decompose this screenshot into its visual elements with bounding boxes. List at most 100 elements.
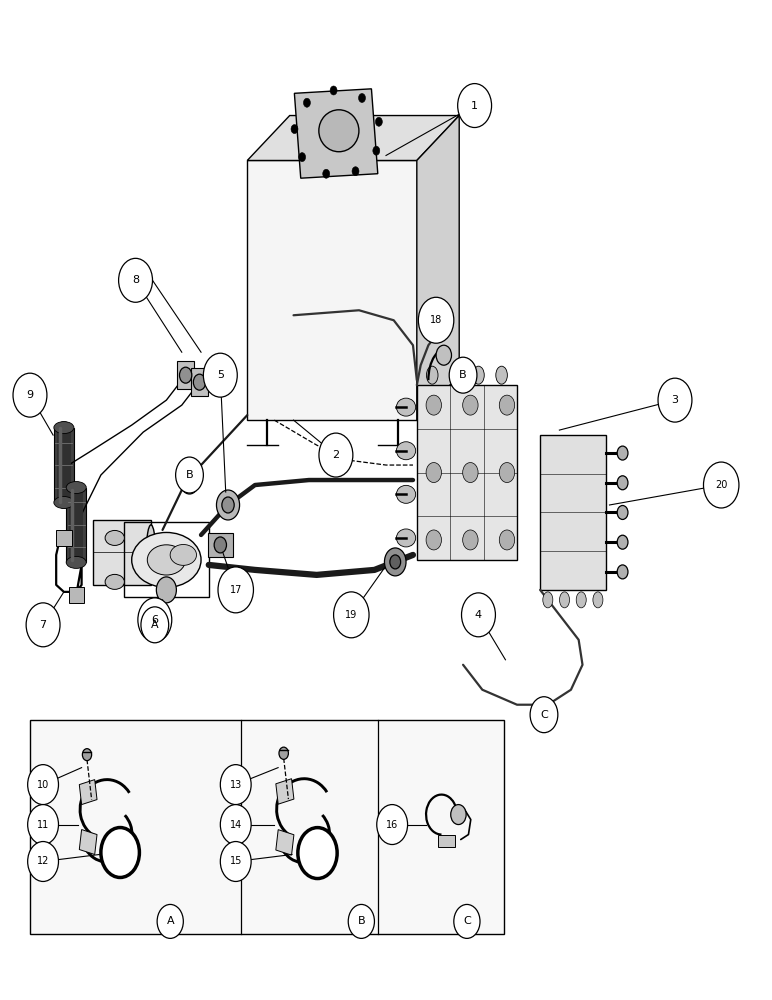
Circle shape xyxy=(617,446,628,460)
Circle shape xyxy=(462,530,478,550)
Circle shape xyxy=(28,765,59,805)
Circle shape xyxy=(222,497,234,513)
Bar xyxy=(191,368,208,396)
Circle shape xyxy=(454,904,480,938)
Circle shape xyxy=(530,697,558,733)
Circle shape xyxy=(426,530,442,550)
Bar xyxy=(438,835,455,847)
Circle shape xyxy=(499,395,515,415)
Ellipse shape xyxy=(54,497,74,508)
Circle shape xyxy=(26,603,60,647)
Circle shape xyxy=(617,476,628,490)
Circle shape xyxy=(426,395,442,415)
Circle shape xyxy=(373,146,380,155)
Circle shape xyxy=(214,537,226,553)
Ellipse shape xyxy=(396,398,415,416)
Circle shape xyxy=(330,86,337,95)
Ellipse shape xyxy=(105,530,124,545)
Ellipse shape xyxy=(101,828,140,877)
Text: 14: 14 xyxy=(229,820,242,830)
Bar xyxy=(56,530,72,546)
Ellipse shape xyxy=(170,544,197,565)
Circle shape xyxy=(352,167,359,176)
Text: 6: 6 xyxy=(151,615,158,625)
Circle shape xyxy=(216,490,239,520)
Text: 12: 12 xyxy=(37,856,49,866)
Text: 17: 17 xyxy=(229,585,242,595)
Circle shape xyxy=(462,593,496,637)
Ellipse shape xyxy=(576,592,586,608)
Polygon shape xyxy=(80,830,97,855)
Polygon shape xyxy=(276,779,294,804)
Ellipse shape xyxy=(449,366,461,384)
Circle shape xyxy=(141,607,169,643)
Circle shape xyxy=(157,904,183,938)
Circle shape xyxy=(617,565,628,579)
Circle shape xyxy=(138,598,172,642)
Bar xyxy=(30,720,504,934)
Polygon shape xyxy=(294,89,378,178)
Circle shape xyxy=(175,457,203,493)
Circle shape xyxy=(334,592,369,638)
Circle shape xyxy=(703,462,739,508)
Text: 4: 4 xyxy=(475,610,482,620)
Text: A: A xyxy=(151,620,158,630)
Circle shape xyxy=(218,567,253,613)
Circle shape xyxy=(119,258,153,302)
Text: 18: 18 xyxy=(430,315,442,325)
Polygon shape xyxy=(417,116,459,420)
Ellipse shape xyxy=(543,592,553,608)
Ellipse shape xyxy=(319,110,359,152)
Ellipse shape xyxy=(560,592,570,608)
Circle shape xyxy=(451,805,466,825)
Circle shape xyxy=(348,904,374,938)
Circle shape xyxy=(299,153,306,162)
Polygon shape xyxy=(247,160,417,420)
Polygon shape xyxy=(80,780,97,805)
Ellipse shape xyxy=(105,574,124,589)
Text: 19: 19 xyxy=(345,610,357,620)
Ellipse shape xyxy=(496,366,507,384)
Circle shape xyxy=(180,470,198,494)
Circle shape xyxy=(179,367,191,383)
Ellipse shape xyxy=(396,442,415,460)
Bar xyxy=(66,488,86,562)
Circle shape xyxy=(279,747,289,759)
Text: 15: 15 xyxy=(229,856,242,866)
Circle shape xyxy=(390,555,401,569)
Bar xyxy=(93,520,151,585)
Bar xyxy=(177,361,194,389)
Ellipse shape xyxy=(54,422,74,434)
Text: B: B xyxy=(186,470,193,480)
Circle shape xyxy=(462,463,478,483)
Text: 9: 9 xyxy=(26,390,33,400)
Text: C: C xyxy=(463,916,471,926)
Circle shape xyxy=(658,378,692,422)
Bar xyxy=(540,435,605,590)
Circle shape xyxy=(449,357,477,393)
Circle shape xyxy=(323,169,330,178)
Ellipse shape xyxy=(66,482,86,494)
Text: 3: 3 xyxy=(672,395,679,405)
Text: 8: 8 xyxy=(132,275,139,285)
Text: 20: 20 xyxy=(715,480,727,490)
Polygon shape xyxy=(247,116,459,160)
Bar xyxy=(208,533,232,557)
Ellipse shape xyxy=(396,529,415,547)
Text: 7: 7 xyxy=(39,620,46,630)
Circle shape xyxy=(384,548,406,576)
Ellipse shape xyxy=(472,366,484,384)
Circle shape xyxy=(617,535,628,549)
Ellipse shape xyxy=(132,532,201,587)
Circle shape xyxy=(83,749,92,761)
Circle shape xyxy=(220,805,251,845)
Bar xyxy=(54,428,74,502)
Text: C: C xyxy=(540,710,548,720)
Circle shape xyxy=(499,463,515,483)
Text: 13: 13 xyxy=(229,780,242,790)
Text: 11: 11 xyxy=(37,820,49,830)
Ellipse shape xyxy=(147,545,185,575)
Circle shape xyxy=(426,463,442,483)
Circle shape xyxy=(617,505,628,519)
Circle shape xyxy=(499,530,515,550)
